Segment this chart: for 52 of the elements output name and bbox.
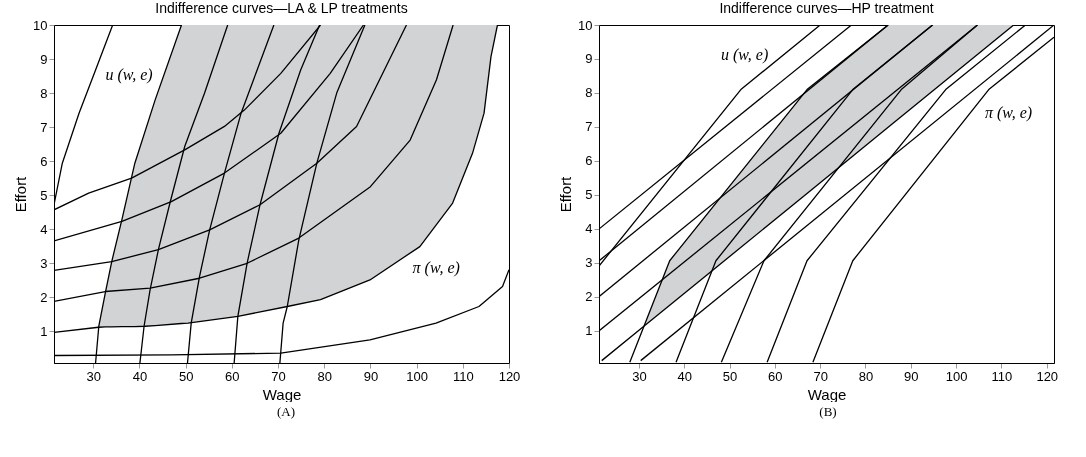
y-axis-title: Effort bbox=[557, 175, 575, 213]
y-tick-label: 5 bbox=[585, 187, 593, 203]
y-tick-label: 5 bbox=[39, 187, 47, 203]
x-tick-label: 80 bbox=[316, 368, 332, 384]
x-tick-label: 80 bbox=[858, 368, 874, 384]
text: (B) bbox=[818, 404, 837, 420]
y-tick-label: 4 bbox=[585, 221, 593, 237]
y-axis-title: Effort bbox=[11, 175, 29, 213]
y-tick-label: 3 bbox=[585, 255, 593, 271]
x-tick-label: 90 bbox=[363, 368, 378, 384]
y-tick-label: 9 bbox=[39, 51, 47, 67]
x-tick-label: 70 bbox=[270, 368, 286, 384]
x-tick-label: 60 bbox=[224, 368, 240, 384]
x-tick-label: 110 bbox=[452, 368, 474, 384]
x-tick-label: 100 bbox=[405, 368, 428, 384]
y-tick-label: 3 bbox=[39, 255, 47, 271]
x-tick-label: 110 bbox=[991, 368, 1013, 384]
x-axis-title: Wage bbox=[807, 385, 847, 403]
y-tick-label: 6 bbox=[585, 153, 593, 169]
annotation: u (w, e) bbox=[104, 66, 153, 85]
x-tick-label: 40 bbox=[677, 368, 692, 384]
y-tick-label: 1 bbox=[39, 323, 47, 339]
y-tick-label: 10 bbox=[578, 17, 593, 33]
annotation: u (w, e) bbox=[720, 46, 769, 65]
x-tick-label: 50 bbox=[722, 368, 738, 384]
y-tick-label: 7 bbox=[585, 119, 593, 135]
x-tick-label: 90 bbox=[904, 368, 919, 384]
y-tick-label: 2 bbox=[585, 289, 593, 305]
chart-title: Indifference curves—HP treatment bbox=[719, 0, 934, 16]
y-tick-label: 1 bbox=[585, 323, 593, 339]
x-tick-label: 40 bbox=[132, 368, 147, 384]
y-tick-label: 6 bbox=[39, 153, 47, 169]
x-axis-title: Wage bbox=[262, 385, 301, 403]
x-tick-label: 30 bbox=[86, 368, 101, 384]
y-tick-label: 8 bbox=[39, 85, 47, 101]
y-tick-label: 2 bbox=[39, 289, 47, 305]
y-tick-label: 10 bbox=[32, 17, 47, 33]
y-tick-label: 9 bbox=[585, 51, 593, 67]
x-tick-label: 120 bbox=[1036, 368, 1059, 384]
y-tick-label: 7 bbox=[39, 119, 47, 135]
x-tick-label: 50 bbox=[178, 368, 193, 384]
x-tick-label: 30 bbox=[632, 368, 647, 384]
annotation: π (w, e) bbox=[412, 259, 460, 278]
x-tick-label: 60 bbox=[768, 368, 783, 384]
y-tick-label: 8 bbox=[585, 85, 593, 101]
y-tick-label: 4 bbox=[39, 221, 47, 237]
chart-title: Indifference curves—LA & LP treatments bbox=[154, 0, 408, 16]
text: (A) bbox=[275, 404, 296, 420]
x-tick-label: 120 bbox=[498, 368, 520, 384]
x-tick-label: 100 bbox=[945, 368, 968, 384]
annotation: π (w, e) bbox=[984, 103, 1033, 122]
x-tick-label: 70 bbox=[813, 368, 828, 384]
